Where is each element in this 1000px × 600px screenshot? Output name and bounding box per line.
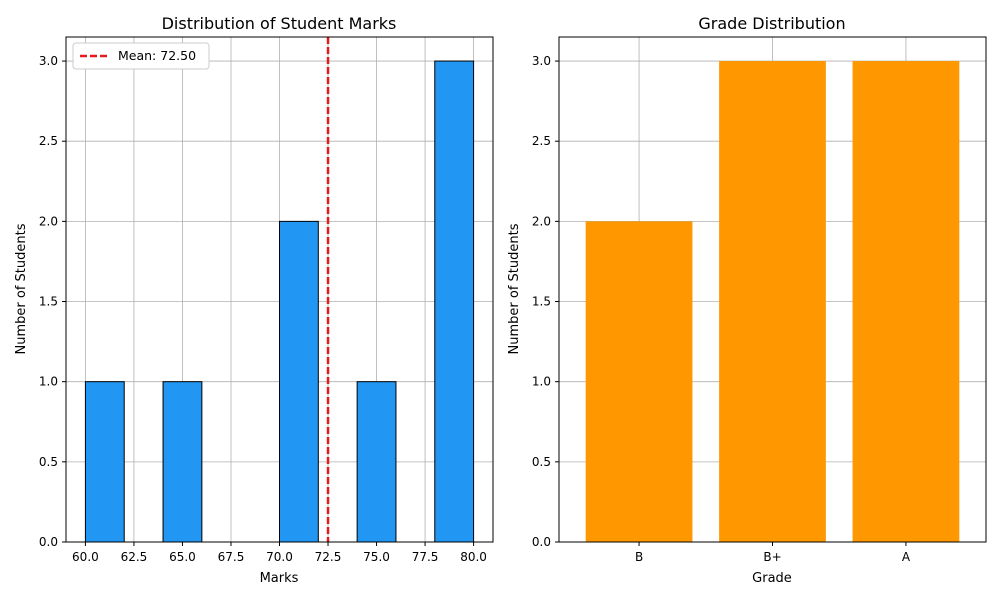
x-axis-label: Marks bbox=[260, 571, 299, 586]
grade-bars bbox=[585, 61, 960, 543]
x-tick-label: A bbox=[902, 550, 911, 564]
y-tick-label: 3.0 bbox=[39, 54, 58, 68]
y-tick-label: 1.0 bbox=[39, 375, 58, 389]
x-axis-ticks: 60.0 62.5 65.0 67.5 70.0 72.5 75.0 77.5 80.0 bbox=[72, 542, 487, 564]
histogram-bar bbox=[279, 220, 319, 543]
y-axis-label: Number of Students bbox=[507, 223, 522, 354]
y-tick-label: 2.0 bbox=[532, 214, 551, 228]
y-tick-label: 1.5 bbox=[532, 295, 551, 309]
y-tick-label: 0.0 bbox=[532, 535, 551, 549]
y-tick-label: 3.0 bbox=[532, 54, 551, 68]
x-tick-label: 75.0 bbox=[363, 550, 390, 564]
legend-label-mean: Mean: 72.50 bbox=[118, 48, 196, 63]
x-tick-label: 72.5 bbox=[315, 550, 342, 564]
grade-distribution-chart: Grade Distribution Grade Number of Stude… bbox=[507, 14, 987, 586]
x-tick-label: 62.5 bbox=[121, 550, 148, 564]
y-axis-ticks: 0.0 0.5 1.0 1.5 2.0 2.5 3.0 bbox=[532, 54, 559, 549]
legend: Mean: 72.50 bbox=[72, 42, 210, 70]
y-axis-ticks: 0.0 0.5 1.0 1.5 2.0 2.5 3.0 bbox=[39, 54, 66, 549]
histogram-bar bbox=[162, 381, 203, 543]
x-axis-label: Grade bbox=[752, 571, 792, 586]
histogram-bar bbox=[434, 60, 475, 543]
x-tick-label: B bbox=[635, 550, 643, 564]
histogram-bars bbox=[84, 60, 475, 543]
x-tick-label: 80.0 bbox=[460, 550, 487, 564]
x-tick-label: 77.5 bbox=[412, 550, 439, 564]
chart-title: Distribution of Student Marks bbox=[162, 14, 397, 33]
chart-title: Grade Distribution bbox=[698, 14, 845, 33]
grade-bar bbox=[852, 61, 960, 543]
y-tick-label: 1.5 bbox=[39, 295, 58, 309]
grade-bar bbox=[719, 61, 826, 543]
y-tick-label: 0.5 bbox=[39, 455, 58, 469]
x-tick-label: 70.0 bbox=[266, 550, 293, 564]
y-tick-label: 0.5 bbox=[532, 455, 551, 469]
histogram-bar bbox=[356, 381, 397, 543]
y-tick-label: 2.5 bbox=[532, 134, 551, 148]
marks-histogram-chart: Distribution of Student Marks Marks Numb… bbox=[14, 14, 494, 586]
grade-bar bbox=[585, 221, 693, 542]
x-tick-label: B+ bbox=[763, 550, 781, 564]
x-tick-label: 67.5 bbox=[218, 550, 245, 564]
legend-box bbox=[72, 42, 210, 70]
x-axis-ticks: B B+ A bbox=[635, 542, 911, 564]
y-tick-label: 1.0 bbox=[532, 375, 551, 389]
x-tick-label: 60.0 bbox=[72, 550, 99, 564]
y-tick-label: 2.5 bbox=[39, 134, 58, 148]
y-tick-label: 0.0 bbox=[39, 535, 58, 549]
y-tick-label: 2.0 bbox=[39, 214, 58, 228]
x-tick-label: 65.0 bbox=[169, 550, 196, 564]
histogram-bar bbox=[84, 381, 125, 543]
y-axis-label: Number of Students bbox=[14, 223, 29, 354]
